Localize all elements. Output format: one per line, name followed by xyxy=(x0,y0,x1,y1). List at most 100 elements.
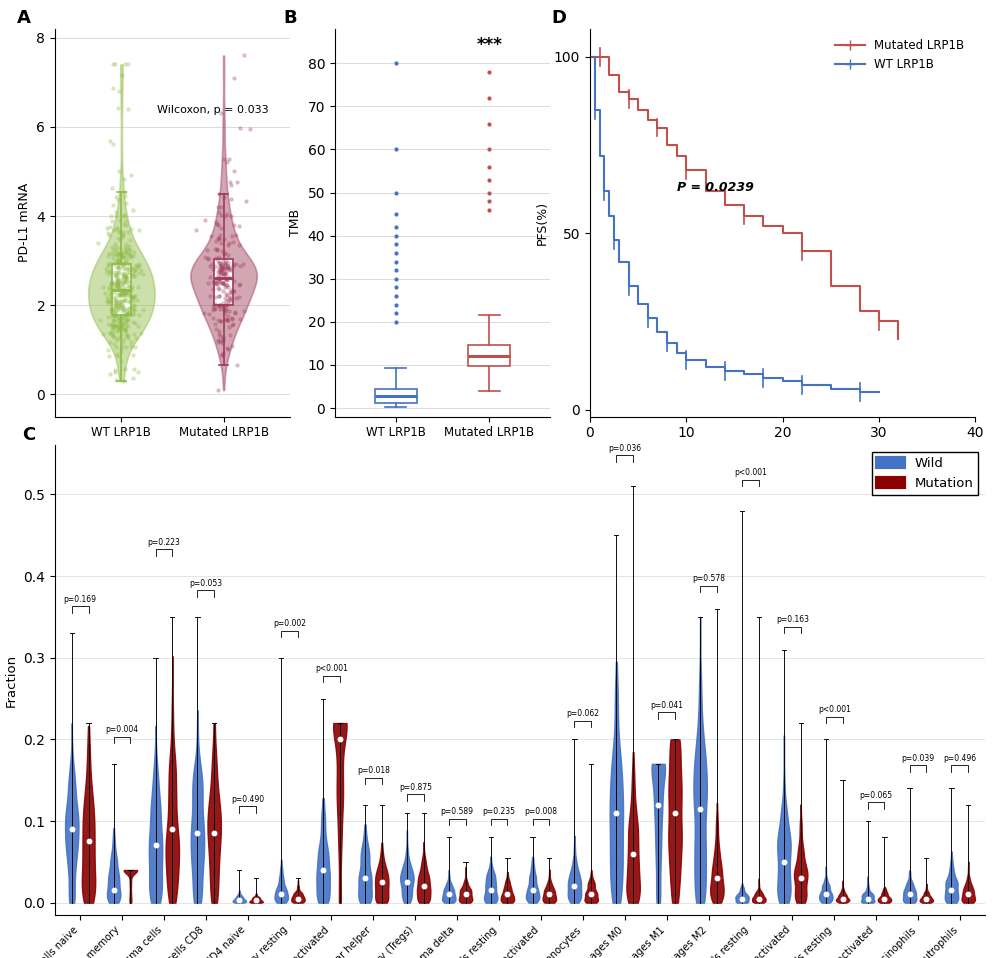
Point xyxy=(95,280,111,295)
Point xyxy=(215,275,231,290)
Point xyxy=(117,188,133,203)
Point xyxy=(212,298,228,313)
Point xyxy=(374,875,390,890)
Point xyxy=(112,322,128,337)
Point xyxy=(64,822,80,837)
Point xyxy=(207,241,223,257)
Point xyxy=(125,371,141,386)
Point xyxy=(117,315,133,331)
Point xyxy=(226,273,242,288)
Point xyxy=(118,214,134,229)
Point xyxy=(112,232,128,247)
Point xyxy=(126,303,142,318)
Point xyxy=(211,282,227,297)
Point xyxy=(110,275,126,290)
Point xyxy=(119,265,135,281)
Point xyxy=(215,275,231,290)
Point xyxy=(113,281,129,296)
Point xyxy=(202,288,218,304)
Point xyxy=(217,258,233,273)
Point xyxy=(113,342,129,357)
Text: A: A xyxy=(17,10,31,27)
Point xyxy=(106,246,122,262)
Point xyxy=(221,319,237,334)
Point xyxy=(101,348,117,363)
Point xyxy=(216,267,232,283)
Point xyxy=(220,312,236,328)
Point xyxy=(107,268,123,284)
Point xyxy=(225,235,241,250)
Point xyxy=(608,805,624,820)
Point xyxy=(208,215,224,230)
Point xyxy=(107,318,123,333)
Point xyxy=(103,317,119,332)
Point xyxy=(111,309,127,325)
Point xyxy=(793,871,809,886)
Point xyxy=(111,278,127,293)
Text: p=0.235: p=0.235 xyxy=(483,807,516,816)
Text: p<0.001: p<0.001 xyxy=(818,705,851,714)
Point xyxy=(212,264,228,280)
Point xyxy=(106,318,122,333)
Point xyxy=(99,264,115,280)
Point xyxy=(876,891,892,906)
Point xyxy=(119,286,135,302)
Point xyxy=(118,242,134,258)
Point xyxy=(734,891,750,906)
Point xyxy=(119,328,135,343)
Point xyxy=(117,282,133,297)
Point xyxy=(208,250,224,265)
Point xyxy=(216,246,232,262)
Point xyxy=(113,285,129,301)
Point xyxy=(117,274,133,289)
Point xyxy=(113,245,129,261)
Point xyxy=(118,289,134,305)
Point xyxy=(210,230,226,245)
Point xyxy=(121,264,137,280)
Point xyxy=(223,191,239,206)
Point xyxy=(109,220,125,236)
Point xyxy=(117,323,133,338)
Point xyxy=(210,299,226,314)
Point xyxy=(218,301,234,316)
Point xyxy=(113,293,129,308)
Point xyxy=(210,199,226,215)
Point xyxy=(107,278,123,293)
Point xyxy=(116,267,132,283)
Text: B: B xyxy=(283,10,297,27)
Point xyxy=(113,245,129,261)
Point xyxy=(212,313,228,329)
Point xyxy=(108,289,124,305)
Point xyxy=(114,315,130,331)
Point xyxy=(441,887,457,902)
Point xyxy=(113,319,129,334)
Point xyxy=(108,208,124,223)
Point xyxy=(117,320,133,335)
Point xyxy=(119,313,135,329)
Point xyxy=(131,256,147,271)
Point xyxy=(115,267,131,283)
Point xyxy=(104,309,120,325)
Point xyxy=(122,241,138,257)
Point xyxy=(121,301,137,316)
Point xyxy=(115,285,131,301)
Text: p=0.490: p=0.490 xyxy=(231,795,264,804)
Point xyxy=(210,269,226,285)
Point xyxy=(217,245,233,261)
Point xyxy=(943,882,959,898)
Point xyxy=(99,289,115,305)
Point xyxy=(81,833,97,849)
Point xyxy=(111,297,127,312)
Point xyxy=(118,245,134,261)
Point xyxy=(119,303,135,318)
Point xyxy=(111,83,127,99)
Point xyxy=(107,57,123,72)
Point xyxy=(121,246,137,262)
Point xyxy=(111,297,127,312)
Point xyxy=(125,261,141,276)
Point xyxy=(120,102,136,117)
Point xyxy=(117,285,133,300)
Point xyxy=(229,357,245,373)
Point xyxy=(114,227,130,242)
Point xyxy=(130,318,146,333)
